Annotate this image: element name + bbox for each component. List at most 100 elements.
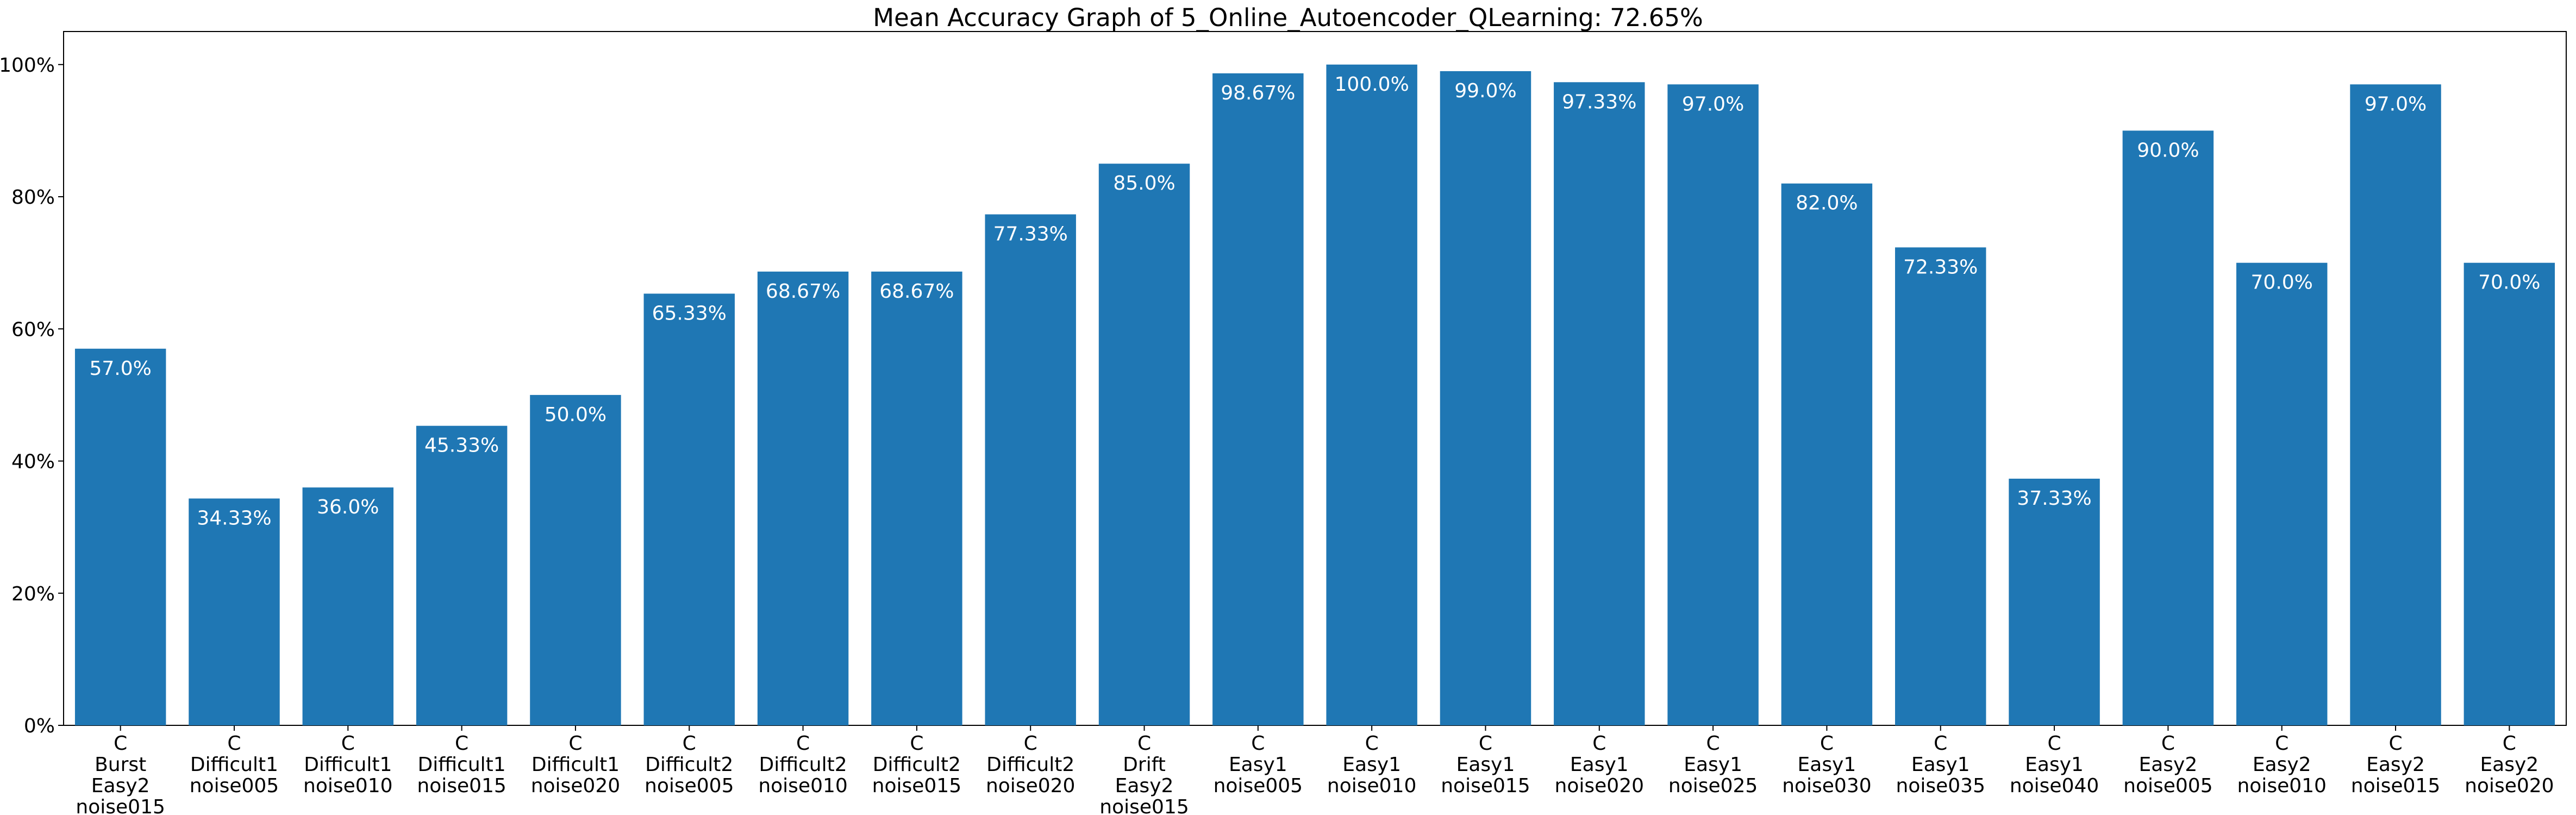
bar <box>1212 73 1304 725</box>
bar-value-label: 100.0% <box>1335 73 1409 96</box>
y-tick-label: 20% <box>11 583 55 605</box>
x-tick-label: noise005 <box>645 775 734 797</box>
bar <box>1326 64 1417 725</box>
bar <box>2350 84 2441 725</box>
x-tick-label: Easy2 <box>2253 754 2311 776</box>
bar <box>189 498 280 725</box>
x-tick-label: noise020 <box>986 775 1075 797</box>
x-tick-label: Easy1 <box>1570 754 1629 776</box>
x-tick-label: noise025 <box>1668 775 1758 797</box>
bar <box>871 271 962 725</box>
y-tick-label: 100% <box>0 54 55 77</box>
x-tick-label: Difficult2 <box>645 754 733 776</box>
x-tick-label: C <box>1251 732 1265 755</box>
x-tick-label: noise005 <box>190 775 279 797</box>
bar <box>1440 71 1531 725</box>
x-tick-label: Easy1 <box>1456 754 1515 776</box>
x-tick-label: Easy1 <box>1684 754 1742 776</box>
x-tick-label: C <box>2503 732 2516 755</box>
bar-value-label: 85.0% <box>1113 172 1175 195</box>
y-tick-label: 40% <box>11 451 55 473</box>
bar <box>2122 130 2214 725</box>
x-tick-label: noise035 <box>1896 775 1985 797</box>
bar-value-label: 98.67% <box>1221 82 1295 104</box>
bar <box>416 425 508 725</box>
bar-value-label: 82.0% <box>1796 192 1858 215</box>
bar-value-label: 57.0% <box>89 358 151 380</box>
bar <box>74 348 166 725</box>
bar-value-label: 36.0% <box>317 496 379 518</box>
x-tick-label: C <box>227 732 241 755</box>
x-tick-label: Difficult1 <box>532 754 620 776</box>
bar <box>1554 82 1645 725</box>
x-tick-label: Difficult2 <box>759 754 847 776</box>
x-tick-label: noise015 <box>417 775 506 797</box>
x-tick-label: Difficult1 <box>304 754 392 776</box>
x-tick-label: noise015 <box>2351 775 2440 797</box>
bar <box>2464 262 2555 726</box>
x-tick-label: noise010 <box>758 775 847 797</box>
x-tick-label: C <box>1365 732 1379 755</box>
x-tick-label: noise020 <box>2465 775 2554 797</box>
bar <box>985 214 1076 725</box>
bar-value-label: 97.0% <box>1682 93 1744 115</box>
bar-value-label: 68.67% <box>766 280 840 303</box>
chart-title: Mean Accuracy Graph of 5_Online_Autoenco… <box>873 3 1703 32</box>
x-tick-label: C <box>568 732 582 755</box>
x-tick-label: C <box>2275 732 2289 755</box>
x-tick-label: C <box>1820 732 1834 755</box>
bar-value-label: 68.67% <box>879 280 954 303</box>
x-tick-label: noise030 <box>1782 775 1871 797</box>
y-tick-label: 60% <box>11 318 55 341</box>
x-tick-label: noise010 <box>1327 775 1416 797</box>
x-tick-label: C <box>1592 732 1606 755</box>
bar-value-label: 37.33% <box>2017 487 2091 510</box>
x-tick-label: Easy2 <box>2139 754 2197 776</box>
x-tick-label: noise010 <box>2237 775 2326 797</box>
x-tick-label: C <box>1137 732 1151 755</box>
bar <box>757 271 849 725</box>
bar <box>2009 478 2100 725</box>
plot-frame <box>63 31 2567 726</box>
x-tick-label: C <box>1706 732 1720 755</box>
x-tick-label: C <box>1024 732 1037 755</box>
x-tick-label: Easy2 <box>2366 754 2425 776</box>
x-tick-label: C <box>796 732 810 755</box>
bar-value-label: 50.0% <box>545 404 607 426</box>
x-tick-label: C <box>114 732 127 755</box>
x-tick-label: C <box>2047 732 2061 755</box>
x-tick-label: noise005 <box>1214 775 1303 797</box>
x-tick-label: Difficult2 <box>873 754 961 776</box>
x-tick-label: noise015 <box>76 796 165 815</box>
x-tick-label: Easy1 <box>1798 754 1856 776</box>
bar <box>302 487 394 725</box>
x-tick-label: noise040 <box>2010 775 2099 797</box>
x-tick-label: Burst <box>95 754 146 776</box>
x-tick-label: noise010 <box>303 775 392 797</box>
bar-value-label: 97.33% <box>1562 91 1636 113</box>
x-tick-label: Drift <box>1123 754 1166 776</box>
bar <box>1098 164 1190 726</box>
x-tick-label: Difficult2 <box>986 754 1074 776</box>
x-tick-label: noise020 <box>531 775 620 797</box>
x-tick-label: C <box>1479 732 1492 755</box>
bar <box>530 394 621 725</box>
x-tick-label: Easy2 <box>91 775 150 797</box>
bar <box>1895 247 1986 725</box>
x-tick-label: Difficult1 <box>418 754 506 776</box>
x-tick-label: noise015 <box>1441 775 1530 797</box>
bar-value-label: 45.33% <box>424 435 499 457</box>
bar-value-label: 90.0% <box>2137 139 2199 161</box>
bar-value-label: 34.33% <box>197 507 271 529</box>
x-tick-label: noise015 <box>872 775 961 797</box>
x-tick-label: Difficult1 <box>190 754 278 776</box>
bar-value-label: 99.0% <box>1454 80 1516 102</box>
x-tick-label: Easy2 <box>2480 754 2539 776</box>
x-tick-label: noise020 <box>1555 775 1644 797</box>
x-tick-label: C <box>341 732 355 755</box>
bar <box>643 293 735 725</box>
x-tick-label: Easy1 <box>1342 754 1401 776</box>
bar <box>1667 84 1759 725</box>
x-tick-label: C <box>910 732 923 755</box>
